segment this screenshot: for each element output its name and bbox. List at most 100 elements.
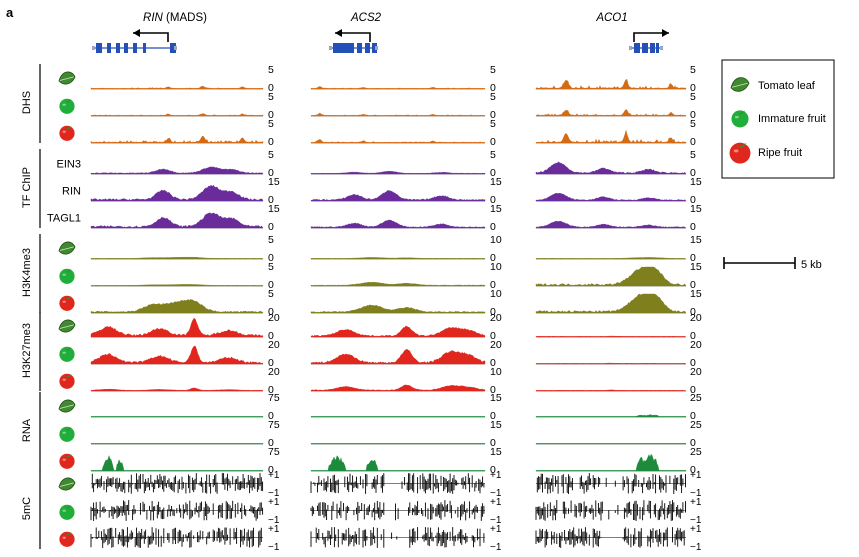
methylation-track bbox=[90, 500, 264, 521]
scale-max: +1 bbox=[690, 497, 702, 508]
scale-max: 5 bbox=[490, 64, 496, 76]
sample-icon-ripe bbox=[59, 453, 75, 469]
scale-zero: 0 bbox=[690, 464, 696, 476]
scale-zero: 0 bbox=[268, 330, 274, 342]
methylation-track bbox=[536, 473, 686, 494]
scale-max: 15 bbox=[268, 203, 280, 215]
signal-track bbox=[310, 257, 486, 260]
signal-track bbox=[535, 362, 687, 365]
scale-zero: 0 bbox=[268, 167, 274, 179]
scale-zero: 0 bbox=[268, 306, 274, 318]
scale-bar-label: 5 kb bbox=[801, 259, 822, 271]
legend-label-immature: Immature fruit bbox=[758, 113, 826, 125]
scale-max: 15 bbox=[690, 176, 702, 188]
signal-track bbox=[310, 455, 486, 472]
scale-max: 75 bbox=[268, 392, 280, 404]
scale-max: 5 bbox=[490, 118, 496, 130]
scale-zero: 0 bbox=[490, 306, 496, 318]
scale-zero: 0 bbox=[490, 357, 496, 369]
signal-track bbox=[310, 139, 486, 144]
scale-zero: 0 bbox=[490, 221, 496, 233]
scale-zero: 0 bbox=[490, 464, 496, 476]
scale-zero: 0 bbox=[268, 357, 274, 369]
signal-track bbox=[535, 193, 687, 202]
scale-max: 5 bbox=[690, 118, 696, 130]
signal-track bbox=[90, 317, 264, 338]
sample-icon-immature bbox=[59, 268, 75, 284]
legend-leaf-icon bbox=[730, 77, 750, 92]
methylation-track bbox=[310, 473, 485, 494]
scale-zero: 0 bbox=[268, 410, 274, 422]
scale-min: −1 bbox=[690, 488, 702, 499]
scale-min: −1 bbox=[490, 488, 502, 499]
scale-zero: 0 bbox=[690, 136, 696, 148]
signal-track bbox=[90, 416, 264, 418]
scale-zero: 0 bbox=[490, 279, 496, 291]
gene-headers: RIN (MADS) ACS2 ACO1 bbox=[92, 12, 669, 53]
gene-model-rin bbox=[92, 29, 177, 53]
scale-max: +1 bbox=[268, 470, 280, 481]
signal-track bbox=[535, 79, 687, 90]
scale-max: 15 bbox=[490, 203, 502, 215]
scale-zero: 0 bbox=[268, 136, 274, 148]
gene-name: ACS2 bbox=[350, 12, 382, 24]
group-label: DHS bbox=[21, 91, 33, 114]
scale-max: 15 bbox=[690, 203, 702, 215]
signal-track bbox=[310, 443, 486, 445]
scale-zero: 0 bbox=[490, 330, 496, 342]
signal-track bbox=[310, 112, 486, 117]
signal-track bbox=[535, 109, 687, 117]
group-label: TF ChIP bbox=[21, 167, 33, 208]
scale-max: 15 bbox=[268, 176, 280, 188]
group-label: H3K4me3 bbox=[21, 248, 33, 297]
scale-max: 5 bbox=[268, 91, 274, 103]
methylation-track bbox=[535, 527, 686, 548]
signal-track bbox=[310, 189, 486, 202]
scale-zero: 0 bbox=[690, 221, 696, 233]
signal-track bbox=[90, 455, 264, 472]
scale-max: 10 bbox=[490, 288, 502, 300]
gene-family: (MADS) bbox=[163, 12, 207, 24]
scale-max: 5 bbox=[268, 149, 274, 161]
signal-track bbox=[535, 389, 687, 392]
legend-immature-icon bbox=[731, 110, 749, 128]
track-label: EIN3 bbox=[57, 159, 81, 171]
scale-zero: 0 bbox=[690, 167, 696, 179]
methylation-track bbox=[91, 473, 264, 494]
methylation-track bbox=[310, 527, 485, 548]
scale-max: 15 bbox=[490, 446, 502, 458]
signal-track bbox=[310, 304, 486, 314]
sample-icon-ripe bbox=[59, 373, 75, 389]
scale-zero: 0 bbox=[490, 167, 496, 179]
gene-name: ACO1 bbox=[595, 12, 627, 24]
signal-track bbox=[535, 161, 687, 175]
sample-icon-leaf bbox=[58, 71, 76, 85]
signal-track bbox=[535, 335, 687, 338]
scale-max: 20 bbox=[690, 366, 702, 378]
signal-track bbox=[310, 86, 486, 90]
scale-zero: 0 bbox=[690, 306, 696, 318]
group-5mc: 5mC+1−1+1−1+1−1+1−1+1−1+1−1+1−1+1−1+1−1 bbox=[21, 470, 702, 553]
scale-max: 10 bbox=[490, 366, 502, 378]
group-label: RNA bbox=[21, 418, 33, 442]
sample-icon-immature bbox=[59, 426, 75, 442]
scale-min: −1 bbox=[490, 515, 502, 526]
group-label: H3K27me3 bbox=[21, 323, 33, 378]
scale-max: 5 bbox=[268, 288, 274, 300]
scale-max: 5 bbox=[268, 118, 274, 130]
gene-title-rin: RIN (MADS) bbox=[143, 12, 207, 24]
track-label: TAGL1 bbox=[47, 213, 81, 225]
scale-zero: 0 bbox=[268, 384, 274, 396]
sample-icon-ripe bbox=[59, 531, 75, 547]
scale-max: 20 bbox=[268, 366, 280, 378]
signal-track bbox=[90, 85, 264, 90]
group-label: 5mC bbox=[21, 497, 33, 520]
scale-max: 5 bbox=[490, 91, 496, 103]
scale-zero: 0 bbox=[268, 82, 274, 94]
sample-icon-leaf bbox=[58, 241, 76, 255]
scale-min: −1 bbox=[490, 542, 502, 553]
signal-track bbox=[310, 416, 486, 418]
signal-track bbox=[90, 345, 264, 365]
